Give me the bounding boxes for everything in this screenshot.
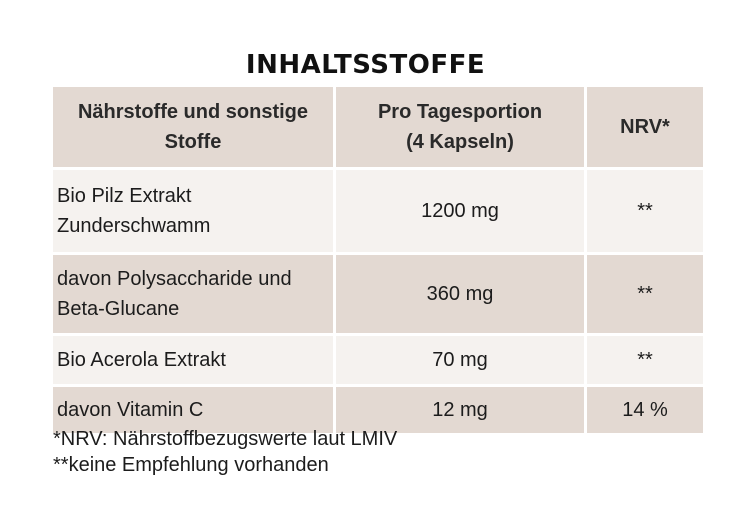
row-2-name-line1: davon Polysaccharide und xyxy=(57,268,292,290)
row-2-nrv: ** xyxy=(637,283,653,305)
row-1-amount: 1200 mg xyxy=(421,200,499,222)
row-3-name: Bio Acerola Extrakt xyxy=(57,349,226,371)
page-title: INHALTSSTOFFE xyxy=(245,50,486,80)
row-2-amount: 360 mg xyxy=(426,283,494,305)
ingredients-table: Nährstoffe und sonstige Stoffe Pro Tages… xyxy=(53,87,703,433)
row-3-amount: 70 mg xyxy=(432,349,488,371)
row-3-nrv-cell: ** xyxy=(584,336,703,384)
footnotes: *NRV: Nährstoffbezugswerte laut LMIV **k… xyxy=(53,426,397,478)
row-2-nrv-cell: ** xyxy=(584,255,703,333)
row-2-amount-cell: 360 mg xyxy=(333,255,584,333)
row-4-amount: 12 mg xyxy=(432,399,488,421)
row-4-name: davon Vitamin C xyxy=(57,399,204,421)
row-3-name-cell: Bio Acerola Extrakt xyxy=(53,336,333,384)
row-4-amount-cell: 12 mg xyxy=(333,387,584,433)
row-1-amount-cell: 1200 mg xyxy=(333,170,584,252)
header-portion-line2: (4 Kapseln) xyxy=(406,131,514,153)
row-3-amount-cell: 70 mg xyxy=(333,336,584,384)
header-nutrients-line2: Stoffe xyxy=(164,131,222,153)
header-cell-nutrients: Nährstoffe und sonstige Stoffe xyxy=(53,87,333,167)
row-1-nrv-cell: ** xyxy=(584,170,703,252)
row-1-name-line1: Bio Pilz Extrakt xyxy=(57,185,192,207)
row-2-name-line2: Beta-Glucane xyxy=(57,298,180,320)
header-cell-nrv: NRV* xyxy=(584,87,703,167)
footnote-no-recommendation: **keine Empfehlung vorhanden xyxy=(53,454,329,476)
row-4-name-cell: davon Vitamin C xyxy=(53,387,333,433)
footnote-nrv: *NRV: Nährstoffbezugswerte laut LMIV xyxy=(53,428,398,450)
row-3-nrv: ** xyxy=(637,349,653,371)
header-nutrients-line1: Nährstoffe und sonstige xyxy=(77,101,308,123)
row-4-nrv-cell: 14 % xyxy=(584,387,703,433)
row-1-name-cell: Bio Pilz Extrakt Zunderschwamm xyxy=(53,170,333,252)
row-4-nrv: 14 % xyxy=(622,399,668,421)
header-portion-line1: Pro Tagesportion xyxy=(377,101,543,123)
row-1-name-line2: Zunderschwamm xyxy=(57,215,211,237)
row-2-name-cell: davon Polysaccharide und Beta-Glucane xyxy=(53,255,333,333)
header-cell-daily-portion: Pro Tagesportion (4 Kapseln) xyxy=(333,87,584,167)
header-nrv-label: NRV* xyxy=(620,116,670,138)
row-1-nrv: ** xyxy=(637,200,653,222)
